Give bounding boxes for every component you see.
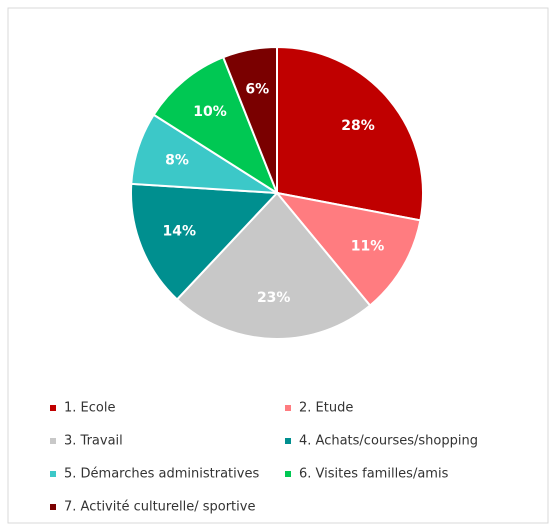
legend-label: 7. Activité culturelle/ sportive xyxy=(64,500,255,515)
legend-label: 4. Achats/courses/shopping xyxy=(299,434,478,449)
legend-swatch xyxy=(285,438,291,444)
legend-label: 3. Travail xyxy=(64,434,123,449)
slice-label: 6% xyxy=(245,82,269,98)
legend-label: 5. Démarches administratives xyxy=(64,467,259,482)
pie-slice xyxy=(130,182,280,301)
legend-swatch xyxy=(50,438,56,444)
legend-swatch xyxy=(50,471,56,477)
pie-slice xyxy=(276,45,424,222)
pie-slice xyxy=(221,45,278,194)
pie-slice xyxy=(152,55,280,196)
pie-slice xyxy=(175,191,372,340)
slice-label: 10% xyxy=(193,104,227,120)
legend-swatch xyxy=(50,405,56,411)
slice-label: 11% xyxy=(351,239,385,255)
slice-label: 28% xyxy=(341,118,375,134)
slice-label: 8% xyxy=(165,153,189,169)
slice-label: 14% xyxy=(163,224,197,240)
slice-label: 23% xyxy=(257,290,291,306)
legend-label: 2. Etude xyxy=(299,401,353,416)
legend-swatch xyxy=(285,471,291,477)
legend-swatch xyxy=(50,504,56,510)
legend-swatch xyxy=(285,405,291,411)
pie-slice xyxy=(274,191,422,307)
legend-label: 1. Ecole xyxy=(64,401,115,416)
legend-label: 6. Visites familles/amis xyxy=(299,467,449,482)
